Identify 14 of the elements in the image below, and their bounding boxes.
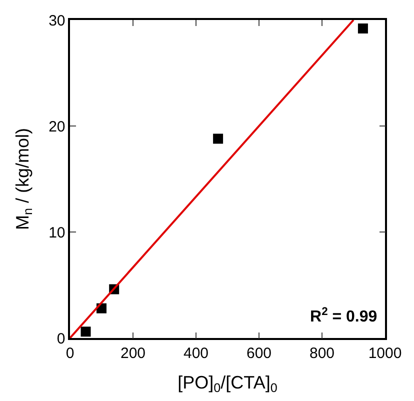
x-tick-label: 200	[120, 344, 146, 362]
y-tick-label: 20	[48, 118, 66, 136]
y-tick-label: 0	[56, 330, 66, 348]
point	[80, 326, 91, 337]
x-tick-label: 400	[183, 344, 209, 362]
x-tick-label: 1000	[368, 344, 402, 362]
annotation: R$^{2}$ = 0.99	[310, 306, 378, 326]
y-tick-label: 10	[48, 224, 66, 242]
x-axis-title: [PO]$_{0}$/[CTA]$_{0}$	[178, 372, 278, 396]
x-tick-label: 600	[246, 344, 272, 362]
point	[213, 134, 224, 144]
point	[358, 23, 368, 34]
x-tick-label: 800	[309, 344, 335, 362]
y-tick-label: 30	[48, 12, 66, 30]
